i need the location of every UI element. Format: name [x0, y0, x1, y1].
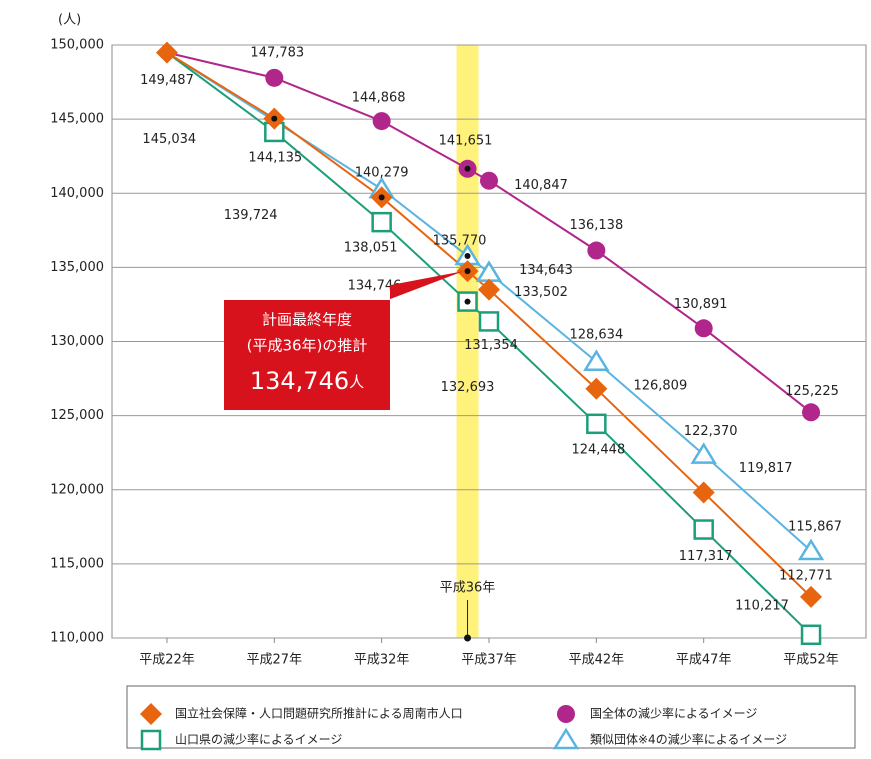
marker [373, 213, 391, 231]
value-label: 136,138 [569, 218, 623, 233]
value-label: 132,693 [441, 380, 495, 395]
y-tick-label: 125,000 [50, 408, 104, 423]
annotation-unit: 人 [349, 373, 364, 391]
value-label: 119,817 [739, 461, 793, 476]
value-label: 130,891 [674, 297, 728, 312]
value-label: 122,370 [684, 424, 738, 439]
value-label: 140,847 [514, 178, 568, 193]
value-label: 144,135 [248, 150, 302, 165]
value-label: 147,783 [250, 45, 304, 60]
value-label: 144,868 [352, 91, 406, 106]
marker [802, 626, 820, 644]
y-tick-label: 130,000 [50, 334, 104, 349]
legend-marker [142, 731, 160, 749]
legend-label: 国全体の減少率によるイメージ [590, 706, 757, 721]
y-tick-label: 135,000 [50, 260, 104, 275]
legend-label: 山口県の減少率によるイメージ [175, 732, 342, 747]
value-label: 115,867 [788, 520, 842, 535]
annotation-line2: (平成36年)の推計 [247, 337, 368, 355]
x-tick-label: 平成22年 [139, 653, 195, 668]
value-label: 131,354 [464, 338, 518, 353]
highlight-label: 平成36年 [440, 581, 496, 596]
x-tick-label: 平成37年 [461, 653, 517, 668]
y-unit: (人) [58, 13, 81, 28]
y-tick-label: 140,000 [50, 186, 104, 201]
x-tick-label: 平成27年 [247, 653, 303, 668]
marker [802, 403, 820, 421]
value-label: 117,317 [679, 549, 733, 564]
marker-dot [465, 166, 471, 172]
x-tick-label: 平成47年 [676, 653, 732, 668]
value-label: 149,487 [140, 73, 194, 88]
y-tick-label: 115,000 [50, 556, 104, 571]
legend-marker [557, 705, 575, 723]
value-label: 126,809 [633, 378, 687, 393]
marker-dot [271, 116, 277, 122]
annotation-number: 134,746 [250, 367, 349, 395]
value-label: 141,651 [439, 133, 493, 148]
marker-dot [465, 299, 471, 305]
x-tick-label: 平成32年 [354, 653, 410, 668]
annotation-value: 134,746人 [250, 367, 364, 395]
marker [695, 521, 713, 539]
marker [478, 263, 500, 281]
legend-label: 類似団体※4の減少率によるイメージ [590, 732, 787, 747]
y-tick-label: 110,000 [50, 631, 104, 646]
value-label: 124,448 [571, 442, 625, 457]
marker [695, 319, 713, 337]
marker-dot [379, 194, 385, 200]
x-tick-label: 平成52年 [783, 653, 839, 668]
value-label: 138,051 [344, 241, 398, 256]
y-tick-label: 120,000 [50, 482, 104, 497]
value-label: 145,034 [142, 132, 196, 147]
value-label: 110,217 [735, 598, 789, 613]
value-label: 139,724 [224, 208, 278, 223]
marker [480, 312, 498, 330]
value-label: 134,643 [519, 263, 573, 278]
marker [373, 112, 391, 130]
marker-dot [465, 253, 471, 259]
y-tick-label: 150,000 [50, 38, 104, 53]
x-tick-label: 平成42年 [569, 653, 625, 668]
value-label: 125,225 [785, 384, 839, 399]
chart: (人) 110,000 115,000 120,000 125,000 130,000 1… [0, 0, 871, 755]
marker [480, 172, 498, 190]
value-label: 133,502 [514, 285, 568, 300]
annotation-line1: 計画最終年度 [262, 311, 352, 329]
value-label: 112,771 [779, 568, 833, 583]
value-label: 135,770 [433, 233, 487, 248]
highlight-dot [464, 635, 471, 642]
legend-label: 国立社会保障・人口問題研究所推計による周南市人口 [175, 706, 463, 721]
marker [265, 69, 283, 87]
marker [587, 242, 605, 260]
value-label: 128,634 [569, 327, 623, 342]
value-label: 140,279 [355, 166, 409, 181]
marker [587, 415, 605, 433]
y-tick-label: 145,000 [50, 112, 104, 127]
marker-dot [465, 268, 471, 274]
